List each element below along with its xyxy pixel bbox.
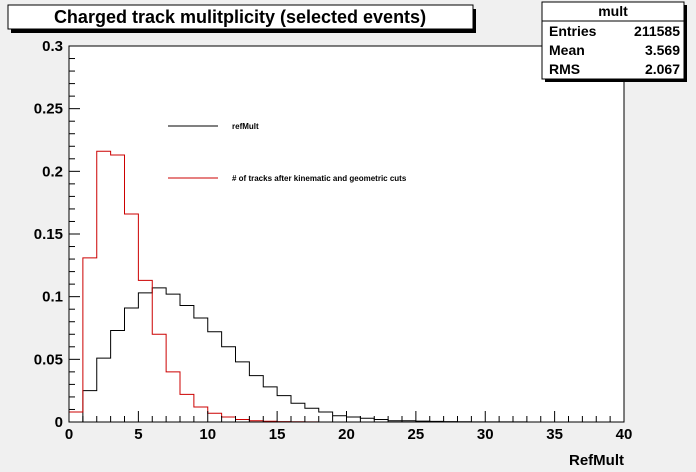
x-tick-label: 35 — [546, 426, 563, 443]
stats-rms-value: 2.067 — [645, 61, 680, 77]
y-tick-label: 0 — [55, 414, 63, 431]
legend: refMult # of tracks after kinematic and … — [168, 122, 407, 183]
axis-layer: 0 5 10 15 20 25 30 35 40 0 0.05 0.1 0.15 0.2 0.25 0.3 — [34, 38, 633, 443]
chart-title: Charged track mulitplicity (selected eve… — [54, 7, 426, 27]
stats-rms-label: RMS — [549, 61, 580, 77]
x-tick-label: 30 — [477, 426, 494, 443]
stats-box: mult Entries 211585 Mean 3.569 RMS 2.067 — [541, 1, 687, 82]
x-axis-title: RefMult — [569, 452, 624, 469]
stats-entries-label: Entries — [549, 23, 597, 39]
y-tick-label: 0.05 — [34, 351, 63, 368]
y-tick-label: 0.25 — [34, 101, 63, 118]
stats-mean-value: 3.569 — [645, 42, 680, 58]
x-tick-label: 15 — [269, 426, 286, 443]
y-tick-label: 0.1 — [42, 289, 63, 306]
x-tick-label: 10 — [199, 426, 216, 443]
x-tick-label: 0 — [65, 426, 73, 443]
stats-entries-value: 211585 — [634, 23, 680, 39]
legend-label-refmult: refMult — [232, 122, 259, 131]
title-box: Charged track mulitplicity (selected eve… — [7, 4, 476, 33]
y-tick-label: 0.15 — [34, 226, 63, 243]
x-tick-label: 40 — [616, 426, 633, 443]
y-tick-label: 0.3 — [42, 38, 63, 55]
plot-area — [68, 45, 625, 423]
y-tick-label: 0.2 — [42, 163, 63, 180]
x-tick-label: 5 — [134, 426, 142, 443]
stats-mean-label: Mean — [549, 42, 585, 58]
legend-label-tracks: # of tracks after kinematic and geometri… — [232, 174, 407, 183]
x-tick-label: 20 — [338, 426, 355, 443]
stats-title: mult — [598, 3, 628, 19]
x-tick-label: 25 — [408, 426, 425, 443]
